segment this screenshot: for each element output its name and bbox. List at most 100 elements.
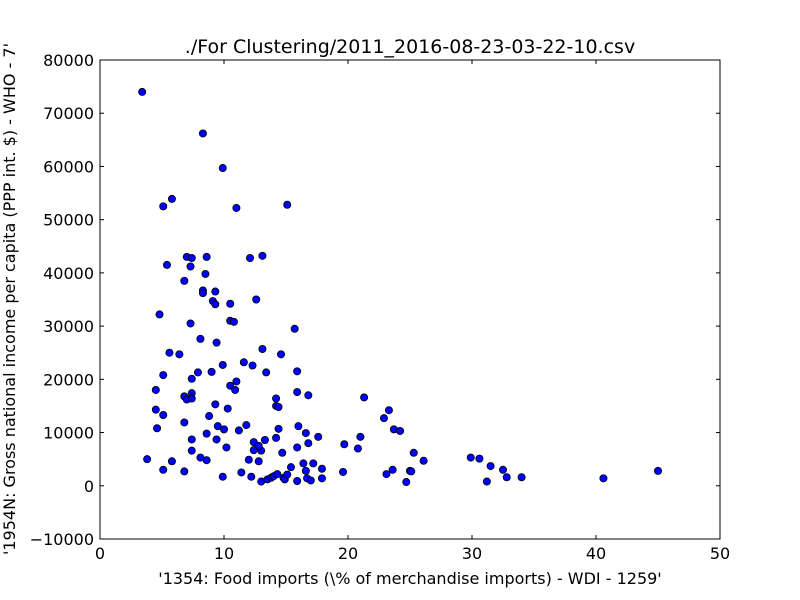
points-layer bbox=[138, 87, 663, 487]
data-point bbox=[396, 426, 405, 435]
data-point bbox=[254, 457, 263, 466]
data-point bbox=[248, 361, 257, 370]
data-point bbox=[153, 424, 162, 433]
data-point bbox=[252, 295, 261, 304]
y-tick-label: 30000 bbox=[43, 317, 94, 336]
data-point bbox=[186, 262, 195, 271]
data-point bbox=[283, 200, 292, 209]
y-axis-label: '1954N: Gross national income per capita… bbox=[0, 43, 19, 555]
data-point bbox=[211, 400, 220, 409]
data-point bbox=[486, 462, 495, 471]
data-point bbox=[388, 465, 397, 474]
data-point bbox=[193, 368, 202, 377]
data-point bbox=[286, 463, 295, 472]
data-point bbox=[419, 456, 428, 465]
data-point bbox=[187, 435, 196, 444]
y-tick-label: 70000 bbox=[43, 104, 94, 123]
data-point bbox=[226, 299, 235, 308]
data-point bbox=[232, 203, 241, 212]
x-tick-label: 0 bbox=[95, 544, 105, 563]
data-point bbox=[143, 455, 152, 464]
y-tick-label: 60000 bbox=[43, 157, 94, 176]
data-point bbox=[207, 367, 216, 376]
data-point bbox=[247, 472, 256, 481]
data-point bbox=[262, 368, 271, 377]
data-point bbox=[159, 410, 168, 419]
data-point bbox=[175, 350, 184, 359]
data-point bbox=[202, 456, 211, 465]
data-point bbox=[187, 446, 196, 455]
data-point bbox=[239, 358, 248, 367]
data-point bbox=[205, 412, 214, 421]
data-point bbox=[219, 425, 228, 434]
data-point bbox=[293, 443, 302, 452]
data-point bbox=[353, 444, 362, 453]
data-point bbox=[384, 406, 393, 415]
data-point bbox=[159, 465, 168, 474]
data-point bbox=[339, 467, 348, 476]
data-point bbox=[226, 381, 235, 390]
data-point bbox=[272, 433, 281, 442]
data-point bbox=[277, 350, 286, 359]
data-point bbox=[258, 251, 267, 260]
data-point bbox=[201, 269, 210, 278]
data-point bbox=[187, 374, 196, 383]
x-tick-label: 40 bbox=[586, 544, 606, 563]
chart-title: ./For Clustering/2011_2016-08-23-03-22-1… bbox=[185, 36, 635, 58]
data-point bbox=[237, 468, 246, 477]
y-tick-label: 80000 bbox=[43, 51, 94, 70]
y-tick-label: 20000 bbox=[43, 370, 94, 389]
data-point bbox=[301, 466, 310, 475]
data-point bbox=[151, 385, 160, 394]
y-tick-label: 50000 bbox=[43, 211, 94, 230]
data-point bbox=[244, 455, 253, 464]
data-point bbox=[306, 476, 315, 485]
data-point bbox=[356, 432, 365, 441]
data-point bbox=[482, 477, 491, 486]
data-point bbox=[246, 253, 255, 262]
data-point bbox=[213, 422, 222, 431]
data-point bbox=[498, 465, 507, 474]
data-point bbox=[180, 276, 189, 285]
data-point bbox=[167, 194, 176, 203]
data-point bbox=[304, 391, 313, 400]
data-point bbox=[254, 441, 263, 450]
data-point bbox=[299, 459, 308, 468]
ticks-layer: 0 10 20 30 40 50−1000001000020000300004000050… bbox=[30, 51, 730, 563]
data-point bbox=[223, 404, 232, 413]
data-point bbox=[278, 448, 287, 457]
data-point bbox=[218, 472, 227, 481]
data-point bbox=[162, 260, 171, 269]
data-point bbox=[198, 129, 207, 138]
data-point bbox=[517, 473, 526, 482]
data-point bbox=[304, 439, 313, 448]
data-point bbox=[234, 426, 243, 435]
data-point bbox=[187, 253, 196, 262]
data-point bbox=[187, 394, 196, 403]
x-tick-label: 30 bbox=[462, 544, 482, 563]
data-point bbox=[293, 388, 302, 397]
data-point bbox=[159, 202, 168, 211]
data-point bbox=[340, 440, 349, 449]
data-point bbox=[232, 377, 241, 386]
data-point bbox=[211, 300, 220, 309]
data-point bbox=[274, 424, 283, 433]
data-point bbox=[466, 453, 475, 462]
data-point bbox=[165, 348, 174, 357]
data-point bbox=[654, 466, 663, 475]
data-point bbox=[218, 164, 227, 173]
data-point bbox=[382, 470, 391, 479]
data-point bbox=[218, 360, 227, 369]
data-point bbox=[502, 473, 511, 482]
data-point bbox=[202, 252, 211, 261]
data-point bbox=[211, 287, 220, 296]
data-point bbox=[290, 324, 299, 333]
data-point bbox=[260, 436, 269, 445]
data-point bbox=[138, 87, 147, 96]
data-point bbox=[198, 289, 207, 298]
data-point bbox=[229, 317, 238, 326]
data-point bbox=[242, 421, 251, 430]
data-point bbox=[294, 422, 303, 431]
data-point bbox=[159, 371, 168, 380]
data-point bbox=[258, 344, 267, 353]
